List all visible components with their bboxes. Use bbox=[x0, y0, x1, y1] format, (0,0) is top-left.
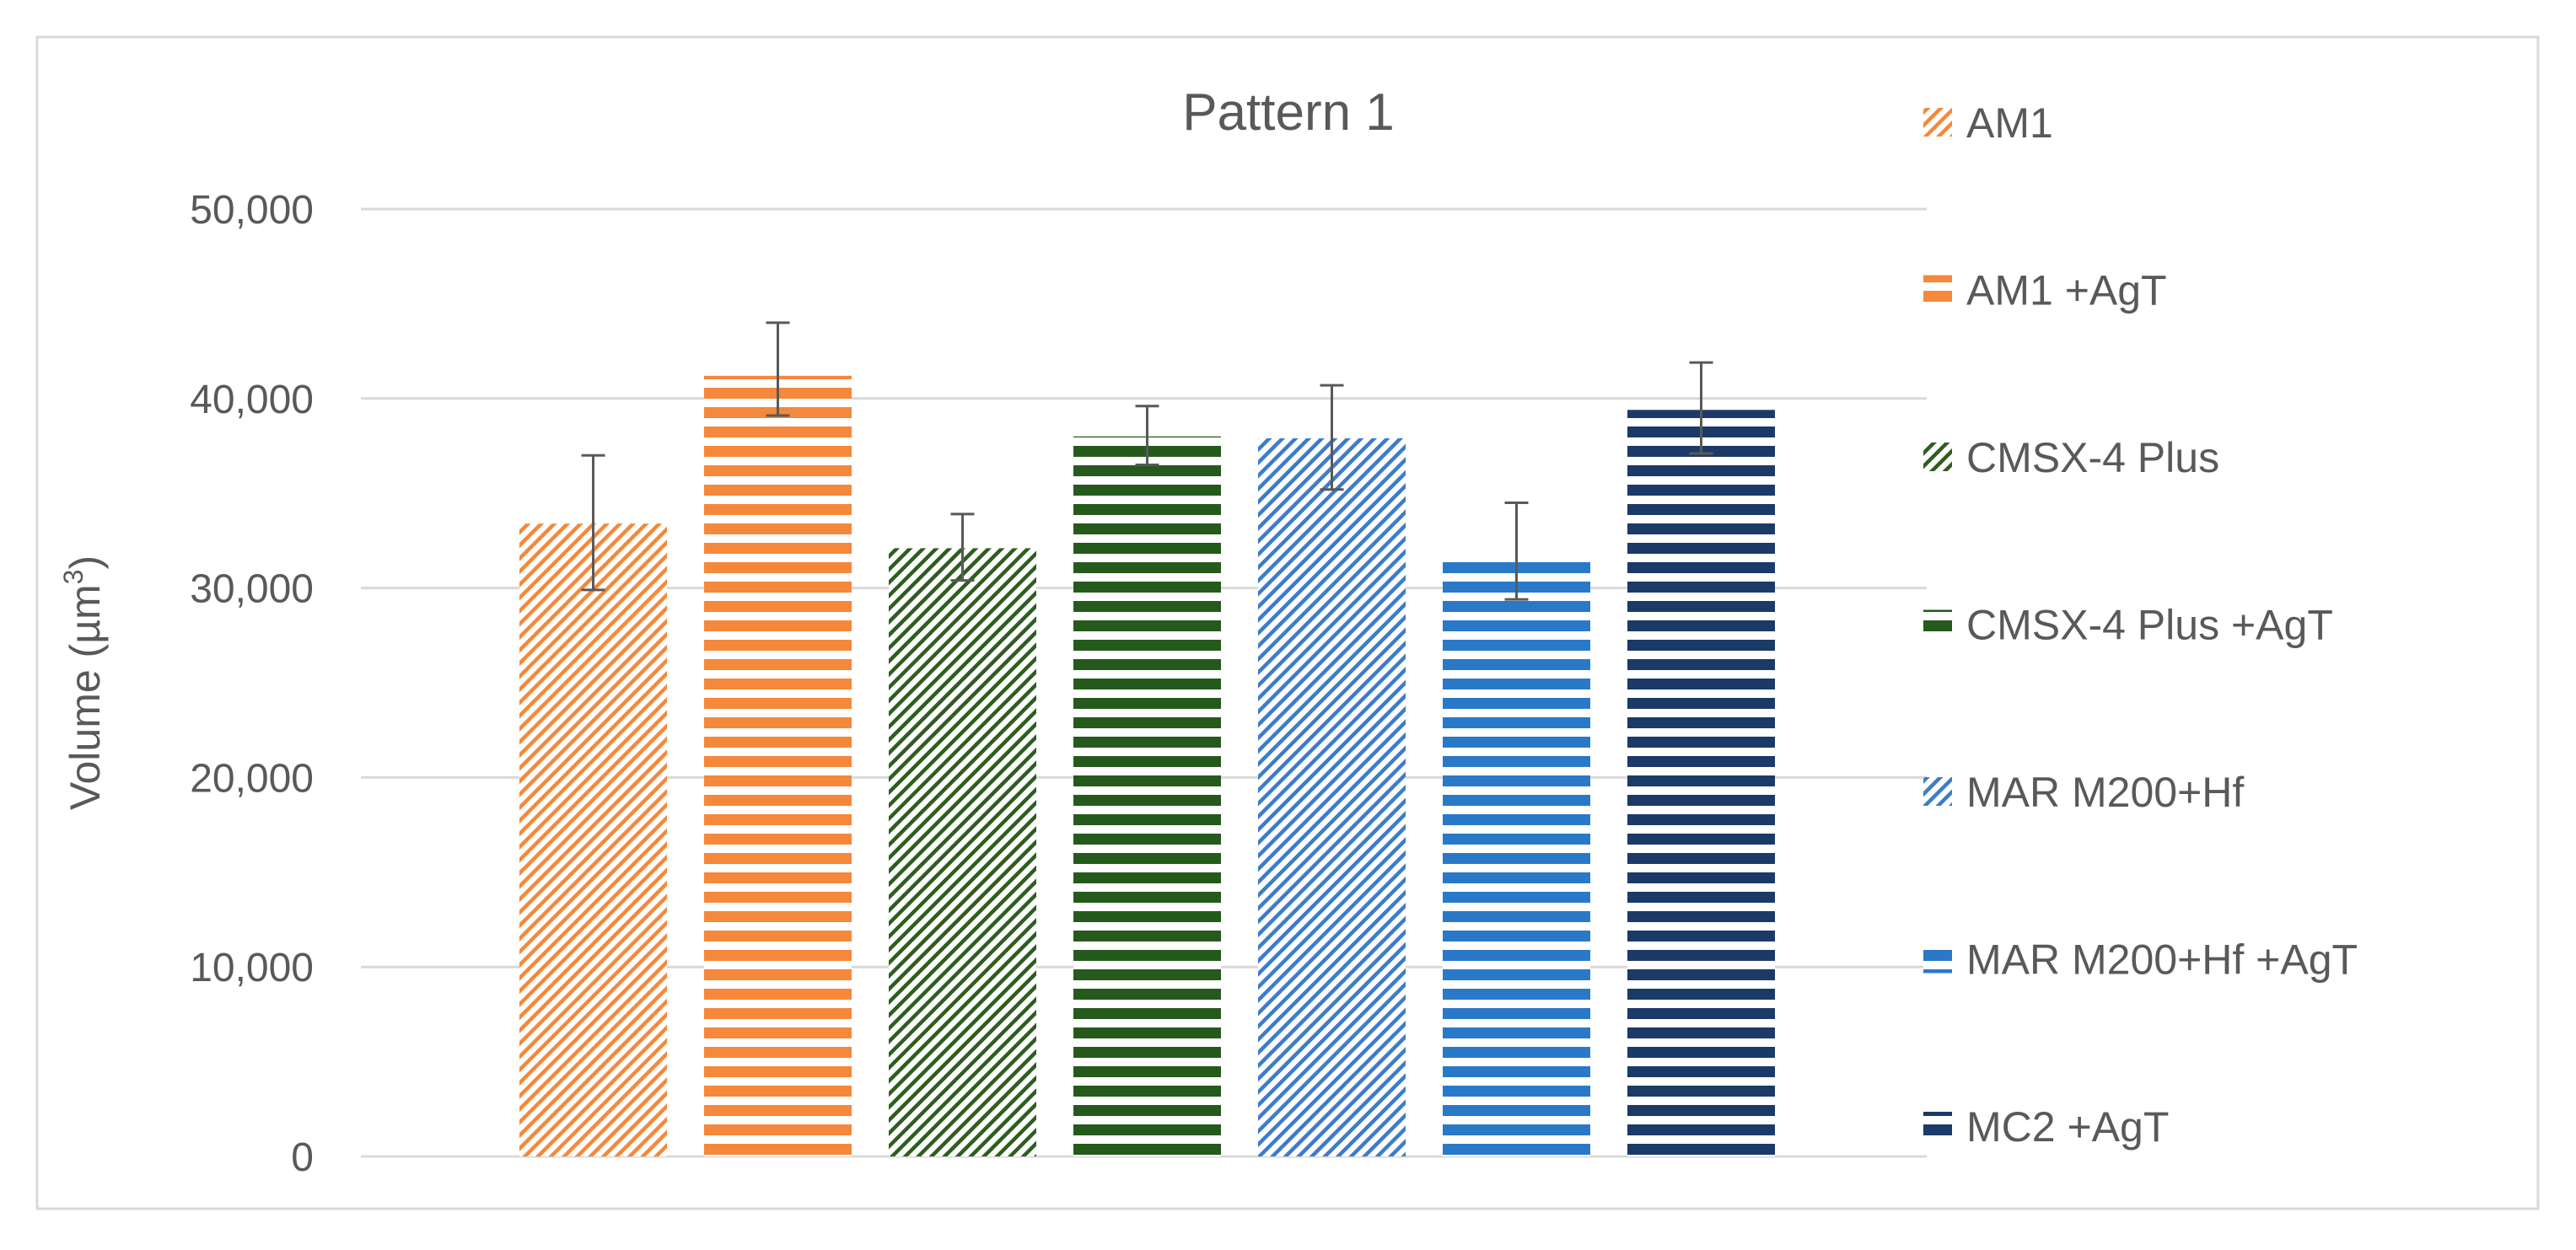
legend-label: AM1 bbox=[1966, 99, 2053, 147]
legend-label: CMSX-4 Plus bbox=[1966, 434, 2219, 481]
y-tick-label: 50,000 bbox=[190, 188, 314, 233]
legend-label: MAR M200+Hf bbox=[1966, 769, 2244, 816]
legend-swatch bbox=[1923, 944, 1952, 974]
legend-swatch bbox=[1923, 609, 1952, 639]
legend-label: CMSX-4 Plus +AgT bbox=[1966, 602, 2333, 649]
y-axis-ticks: 0 10,000 20,000 30,000 40,000 50,000 bbox=[190, 188, 314, 1180]
y-tick-label: 10,000 bbox=[190, 946, 314, 990]
y-axis-title: Volume (µm3) bbox=[58, 555, 109, 810]
bar bbox=[889, 548, 1036, 1156]
y-tick-label: 20,000 bbox=[190, 756, 314, 801]
legend-label: AM1 +AgT bbox=[1966, 267, 2167, 314]
y-axis-title-close: ) bbox=[62, 555, 109, 570]
legend-label: MAR M200+Hf +AgT bbox=[1966, 936, 2358, 984]
legend: AM1 AM1 +AgT CMSX-4 Plus CMSX-4 Plus +AgT MA… bbox=[1923, 99, 2358, 1151]
legend-label: MC2 +AgT bbox=[1966, 1103, 2169, 1151]
bar bbox=[1073, 436, 1221, 1156]
chart-title: Pattern 1 bbox=[1182, 83, 1395, 142]
legend-swatch bbox=[1923, 275, 1952, 304]
y-tick-label: 30,000 bbox=[190, 567, 314, 612]
bar bbox=[1627, 410, 1775, 1157]
legend-swatch bbox=[1923, 1112, 1952, 1140]
y-axis-title-main: Volume (µm bbox=[62, 584, 109, 810]
y-tick-label: 40,000 bbox=[190, 378, 314, 422]
legend-swatch bbox=[1923, 443, 1952, 471]
bars bbox=[519, 375, 1775, 1157]
y-tick-label: 0 bbox=[291, 1135, 314, 1180]
error-bars bbox=[581, 321, 1713, 601]
bar bbox=[1443, 554, 1590, 1156]
legend-swatch bbox=[1923, 108, 1952, 137]
bar bbox=[1258, 438, 1406, 1156]
bar bbox=[519, 523, 667, 1156]
legend-swatch bbox=[1923, 777, 1952, 806]
y-axis-title-sup: 3 bbox=[58, 570, 89, 585]
bar bbox=[704, 375, 852, 1157]
